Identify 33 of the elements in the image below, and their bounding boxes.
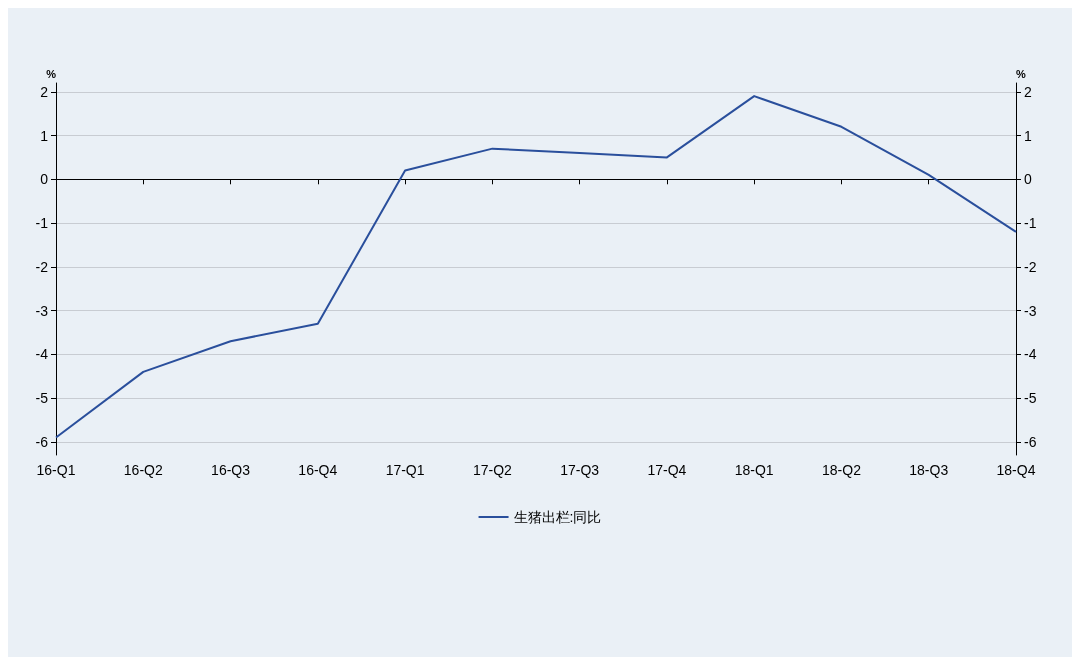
y2-tick-label: -1: [1024, 215, 1037, 232]
x-tick-label: 16-Q1: [36, 462, 76, 478]
x-tick-label: 18-Q2: [821, 462, 862, 478]
y2-tick-label: 0: [1024, 171, 1032, 188]
y-tick-label: -5: [35, 390, 49, 407]
y2-tick-label: -6: [1024, 433, 1037, 450]
y2-axis-title: %: [1016, 67, 1026, 80]
x-tick-label: 18-Q1: [734, 462, 774, 478]
y2-tick-label: -2: [1024, 258, 1037, 275]
x-tick-label: 16-Q4: [298, 462, 338, 478]
y-tick-label: 0: [40, 171, 49, 188]
y-tick-label: -3: [35, 302, 49, 319]
y2-tick-label: 1: [1024, 127, 1032, 144]
x-tick-label: 18-Q3: [909, 462, 949, 478]
x-tick-label: 16-Q3: [211, 462, 251, 478]
x-tick-label: 17-Q1: [385, 462, 425, 478]
y2-tick-label: -3: [1024, 302, 1037, 319]
x-tick-label: 18-Q4: [996, 462, 1036, 478]
y-tick-label: 2: [40, 83, 49, 100]
y2-tick-label: -4: [1024, 346, 1037, 363]
x-tick-label: 17-Q3: [560, 462, 600, 478]
x-tick-label: 17-Q2: [472, 462, 513, 478]
y2-tick-label: -5: [1024, 390, 1037, 407]
y-axis-title: %: [46, 67, 57, 80]
y-tick-label: -1: [35, 215, 49, 232]
x-tick-label: 16-Q2: [123, 462, 163, 478]
legend-label: 生猪出栏:同比: [513, 509, 602, 525]
y2-tick-label: 2: [1024, 83, 1032, 100]
y-tick-label: -4: [35, 346, 49, 363]
x-tick-label: 17-Q4: [647, 462, 687, 478]
y-tick-label: 1: [40, 127, 49, 144]
y-tick-label: -2: [35, 258, 49, 275]
y-tick-label: -6: [35, 433, 49, 450]
